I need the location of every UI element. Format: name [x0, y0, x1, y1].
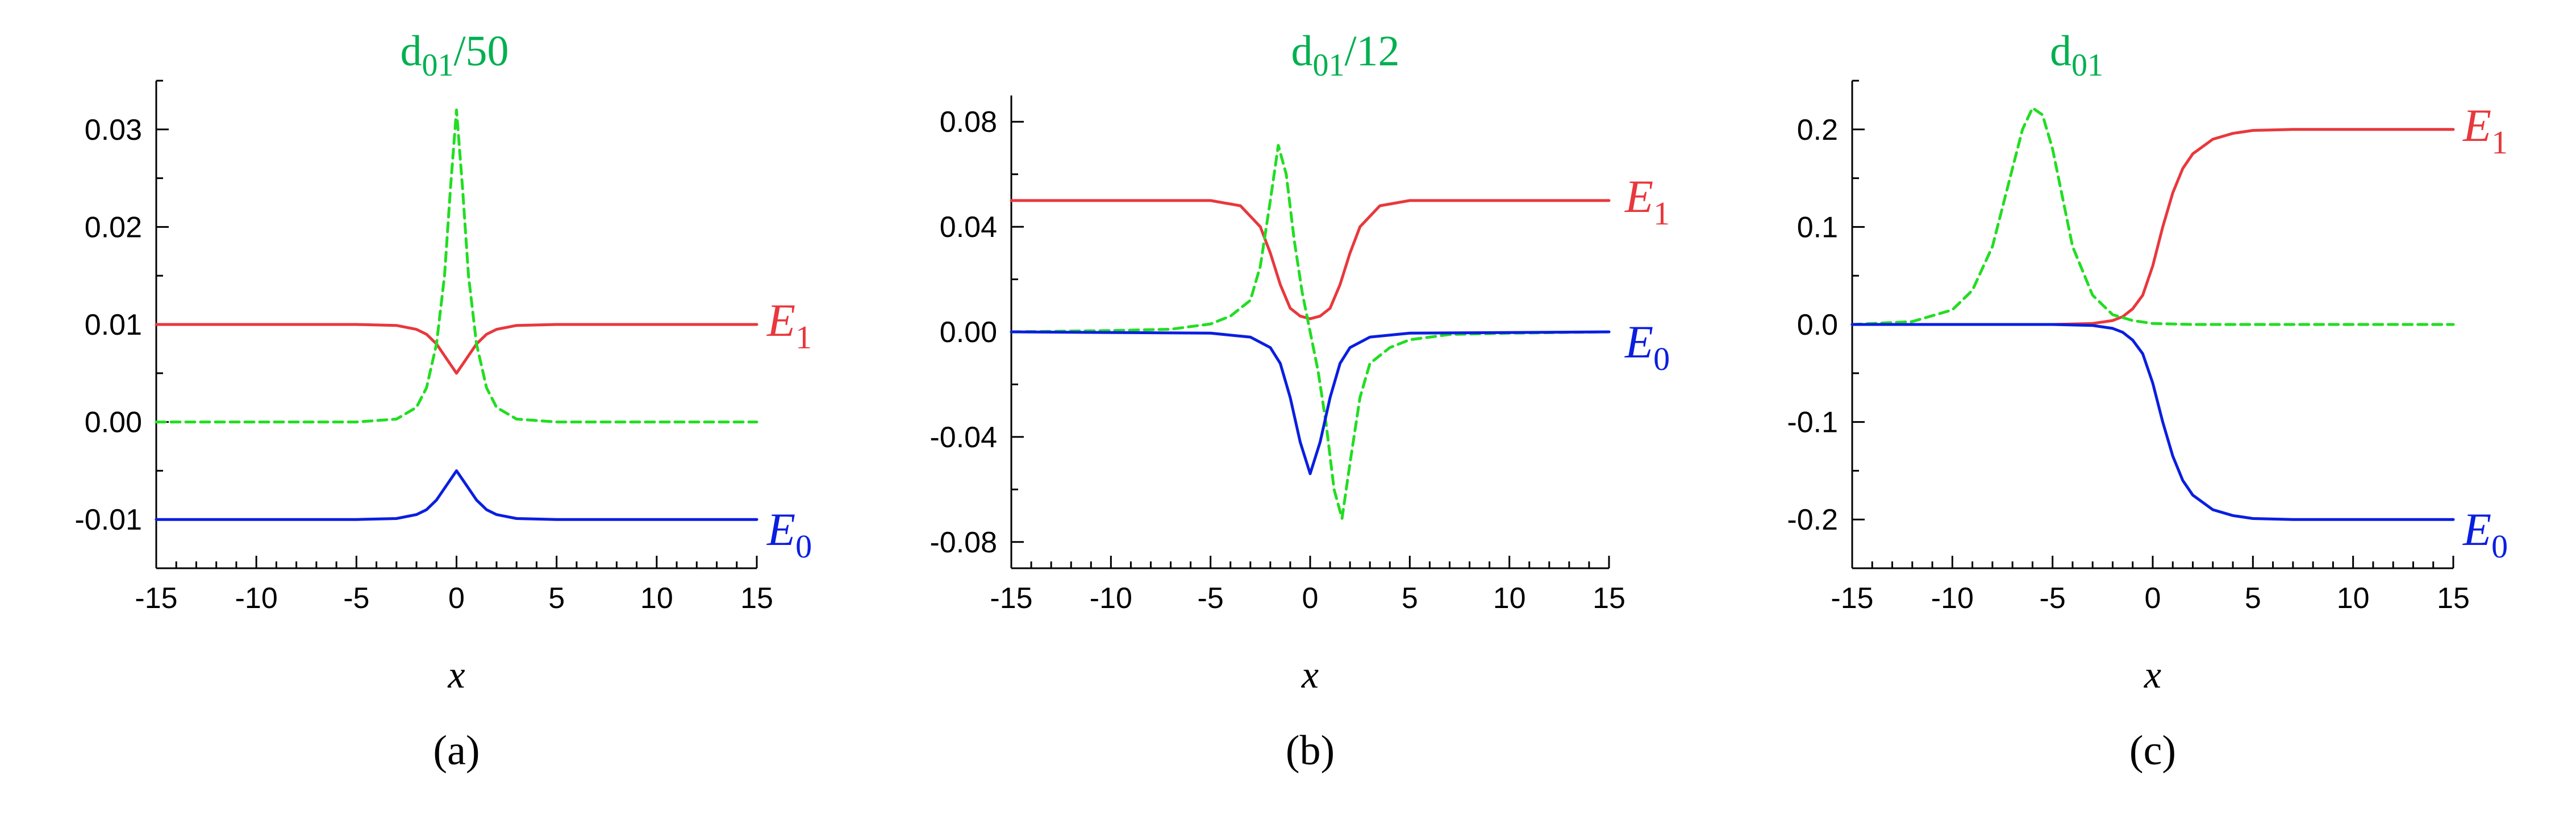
series-label-E1: E1 [2462, 99, 2508, 161]
panel-b: -15 -10 -5 0 5 10 15 -0.08 -0.04 0.00 0.04 0.08 E1 E0… [929, 27, 1670, 774]
y-tick-label: -0.08 [929, 526, 997, 559]
x-axis-label: x [2144, 653, 2161, 696]
series-label-E1: E1 [766, 294, 812, 356]
y-tick-label: 0.2 [1797, 114, 1838, 147]
x-tick-label: -5 [2040, 582, 2066, 615]
chart-title: d01/50 [400, 27, 508, 83]
panel-c: -15 -10 -5 0 5 10 15 -0.2 -0.1 0.0 0.1 0.2 E1 E0 d01 x (… [1787, 27, 2508, 774]
chart-title: d01 [2050, 27, 2103, 83]
series-line-d01 [1010, 144, 1611, 520]
series-line-d01 [155, 109, 758, 424]
y-tick-label: -0.01 [74, 503, 142, 536]
chart-title: d01/12 [1291, 27, 1399, 83]
x-tick-label: 10 [2337, 582, 2370, 615]
x-tick-label: 15 [740, 582, 773, 615]
y-tick-label: 0.00 [85, 406, 142, 439]
series-line-E1 [1010, 199, 1611, 320]
y-tick-label: -0.04 [929, 421, 997, 454]
series-line-E0 [1010, 330, 1611, 476]
y-tick-label: -0.2 [1787, 503, 1838, 536]
series-label-E0: E0 [766, 503, 812, 565]
x-tick-label: 5 [2245, 582, 2261, 615]
y-tick-label: -0.1 [1787, 406, 1838, 439]
x-tick-label: 5 [548, 582, 565, 615]
x-tick-label: -15 [990, 582, 1032, 615]
series-line-E1 [155, 323, 758, 375]
y-tick-label: 0.04 [940, 211, 997, 244]
x-tick-label: -15 [135, 582, 177, 615]
y-tick-label: 0.02 [85, 211, 142, 244]
series-label-E1: E1 [1624, 170, 1670, 232]
x-tick-label: -10 [1090, 582, 1132, 615]
x-tick-label: -10 [1931, 582, 1974, 615]
panel-label: (c) [2129, 727, 2176, 774]
series-line-E0 [1850, 323, 2455, 521]
series-label-E0: E0 [2462, 503, 2508, 565]
x-tick-label: 10 [640, 582, 673, 615]
x-tick-label: -5 [343, 582, 369, 615]
y-tick-label: 0.00 [940, 316, 997, 349]
x-tick-label: 0 [1302, 582, 1319, 615]
y-tick-label: 0.08 [940, 106, 997, 139]
x-tick-label: 5 [1402, 582, 1418, 615]
y-tick-label: 0.0 [1797, 309, 1838, 342]
y-tick-label: 0.03 [85, 114, 142, 147]
y-tick-label: 0.01 [85, 309, 142, 342]
series-line-d01 [1850, 106, 2455, 326]
panel-a: -15 -10 -5 0 5 10 15 -0.01 0.00 0.01 0.02 0.03 E1 E0 d… [74, 27, 812, 774]
x-tick-label: -5 [1198, 582, 1224, 615]
series-label-E0: E0 [1624, 316, 1670, 377]
series-line-E1 [1850, 128, 2455, 326]
x-axis-label: x [1301, 653, 1319, 696]
panel-label: (b) [1286, 727, 1335, 774]
x-tick-label: 10 [1493, 582, 1526, 615]
series-line-E0 [155, 469, 758, 521]
x-axis-label: x [447, 653, 465, 696]
y-tick-label: 0.1 [1797, 211, 1838, 244]
x-tick-label: 15 [2437, 582, 2470, 615]
x-tick-label: -15 [1831, 582, 1873, 615]
panel-label: (a) [433, 727, 480, 774]
x-tick-label: 15 [1593, 582, 1625, 615]
x-tick-label: 0 [2145, 582, 2161, 615]
x-tick-label: 0 [448, 582, 465, 615]
x-tick-label: -10 [235, 582, 278, 615]
